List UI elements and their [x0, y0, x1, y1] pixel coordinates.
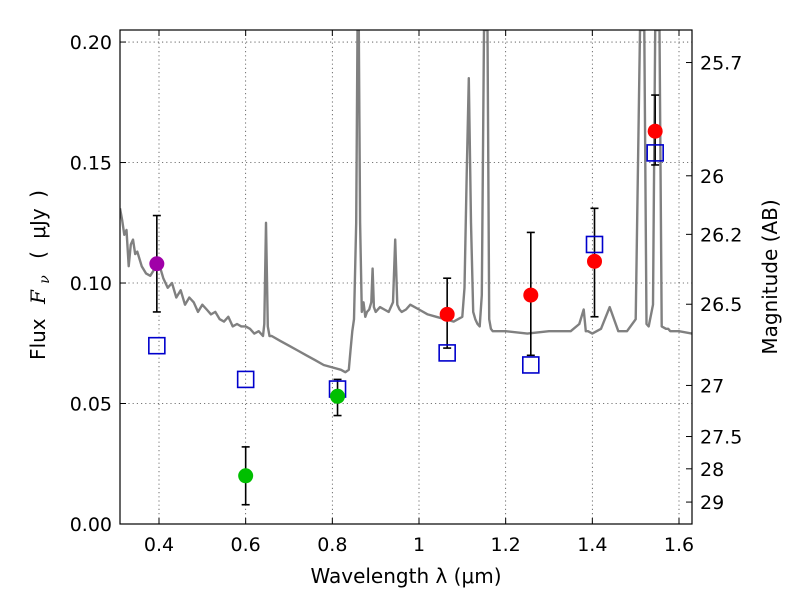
right-tick-label: 27.5: [700, 427, 742, 449]
right-tick-label: 26: [700, 166, 724, 188]
model-square: [438, 344, 456, 362]
right-tick-label: 25.7: [700, 53, 742, 75]
x-tick-label: 0.8: [317, 534, 347, 556]
y-label-subscript: ν: [37, 275, 53, 284]
data-point: [330, 388, 346, 404]
spectrum-layer: [120, 30, 692, 374]
data-point: [647, 123, 663, 139]
x-tick-label: 0.6: [231, 534, 261, 556]
errorbar-layer: [152, 94, 660, 506]
data-point: [149, 256, 165, 272]
y-axis-label-right: Magnitude (AB): [758, 199, 782, 354]
model-square: [585, 235, 604, 254]
y-axis-label: Flux F ν ( μJy ): [26, 190, 54, 360]
y-tick-label: 0.15: [70, 153, 112, 175]
y-label-open-paren: (: [26, 251, 50, 259]
observed-layer: [149, 123, 663, 484]
right-tick-label: 26.2: [700, 224, 742, 246]
model-square: [646, 144, 664, 162]
y-tick-label: 0.10: [70, 273, 112, 295]
svg-text:Flux F ν (: Flux F ν ( μJy ): [26, 190, 54, 360]
data-point: [238, 468, 254, 484]
x-tick-label: 1.4: [577, 534, 607, 556]
y-tick-label: 0.05: [70, 394, 112, 416]
data-point: [587, 253, 602, 269]
x-tick-label: 1.6: [664, 534, 694, 556]
x-axis-label: Wavelength λ (μm): [310, 564, 501, 588]
model-layer: [148, 144, 664, 398]
x-tick-label: 1.2: [491, 534, 521, 556]
right-tick-label: 27: [700, 375, 724, 397]
data-point: [439, 306, 455, 322]
data-point: [523, 287, 539, 303]
x-tick-label: 1: [413, 534, 425, 556]
y-label-symbol: F: [26, 289, 50, 305]
model-square: [148, 336, 166, 355]
y-label-unit: μJy: [26, 208, 50, 239]
spectrum-line: [120, 30, 692, 374]
y-tick-label: 0.00: [70, 514, 112, 536]
tick-layer: 0.4 0.6 0.8 1 1.2 1.4 1.6 0.00 0.05 0.10 0.15 0.20 2…: [70, 30, 742, 556]
y-label-flux: Flux: [26, 318, 50, 360]
right-tick-label: 29: [700, 492, 724, 514]
y-tick-label: 0.20: [70, 32, 112, 54]
x-tick-label: 0.4: [144, 534, 174, 556]
model-square: [236, 370, 255, 389]
grid: [120, 30, 692, 525]
right-tick-label: 26.5: [700, 294, 742, 316]
right-tick-label: 28: [700, 459, 724, 481]
model-square: [521, 356, 540, 374]
plot-frame: [119, 29, 693, 525]
y-label-close-paren: ): [26, 190, 50, 198]
